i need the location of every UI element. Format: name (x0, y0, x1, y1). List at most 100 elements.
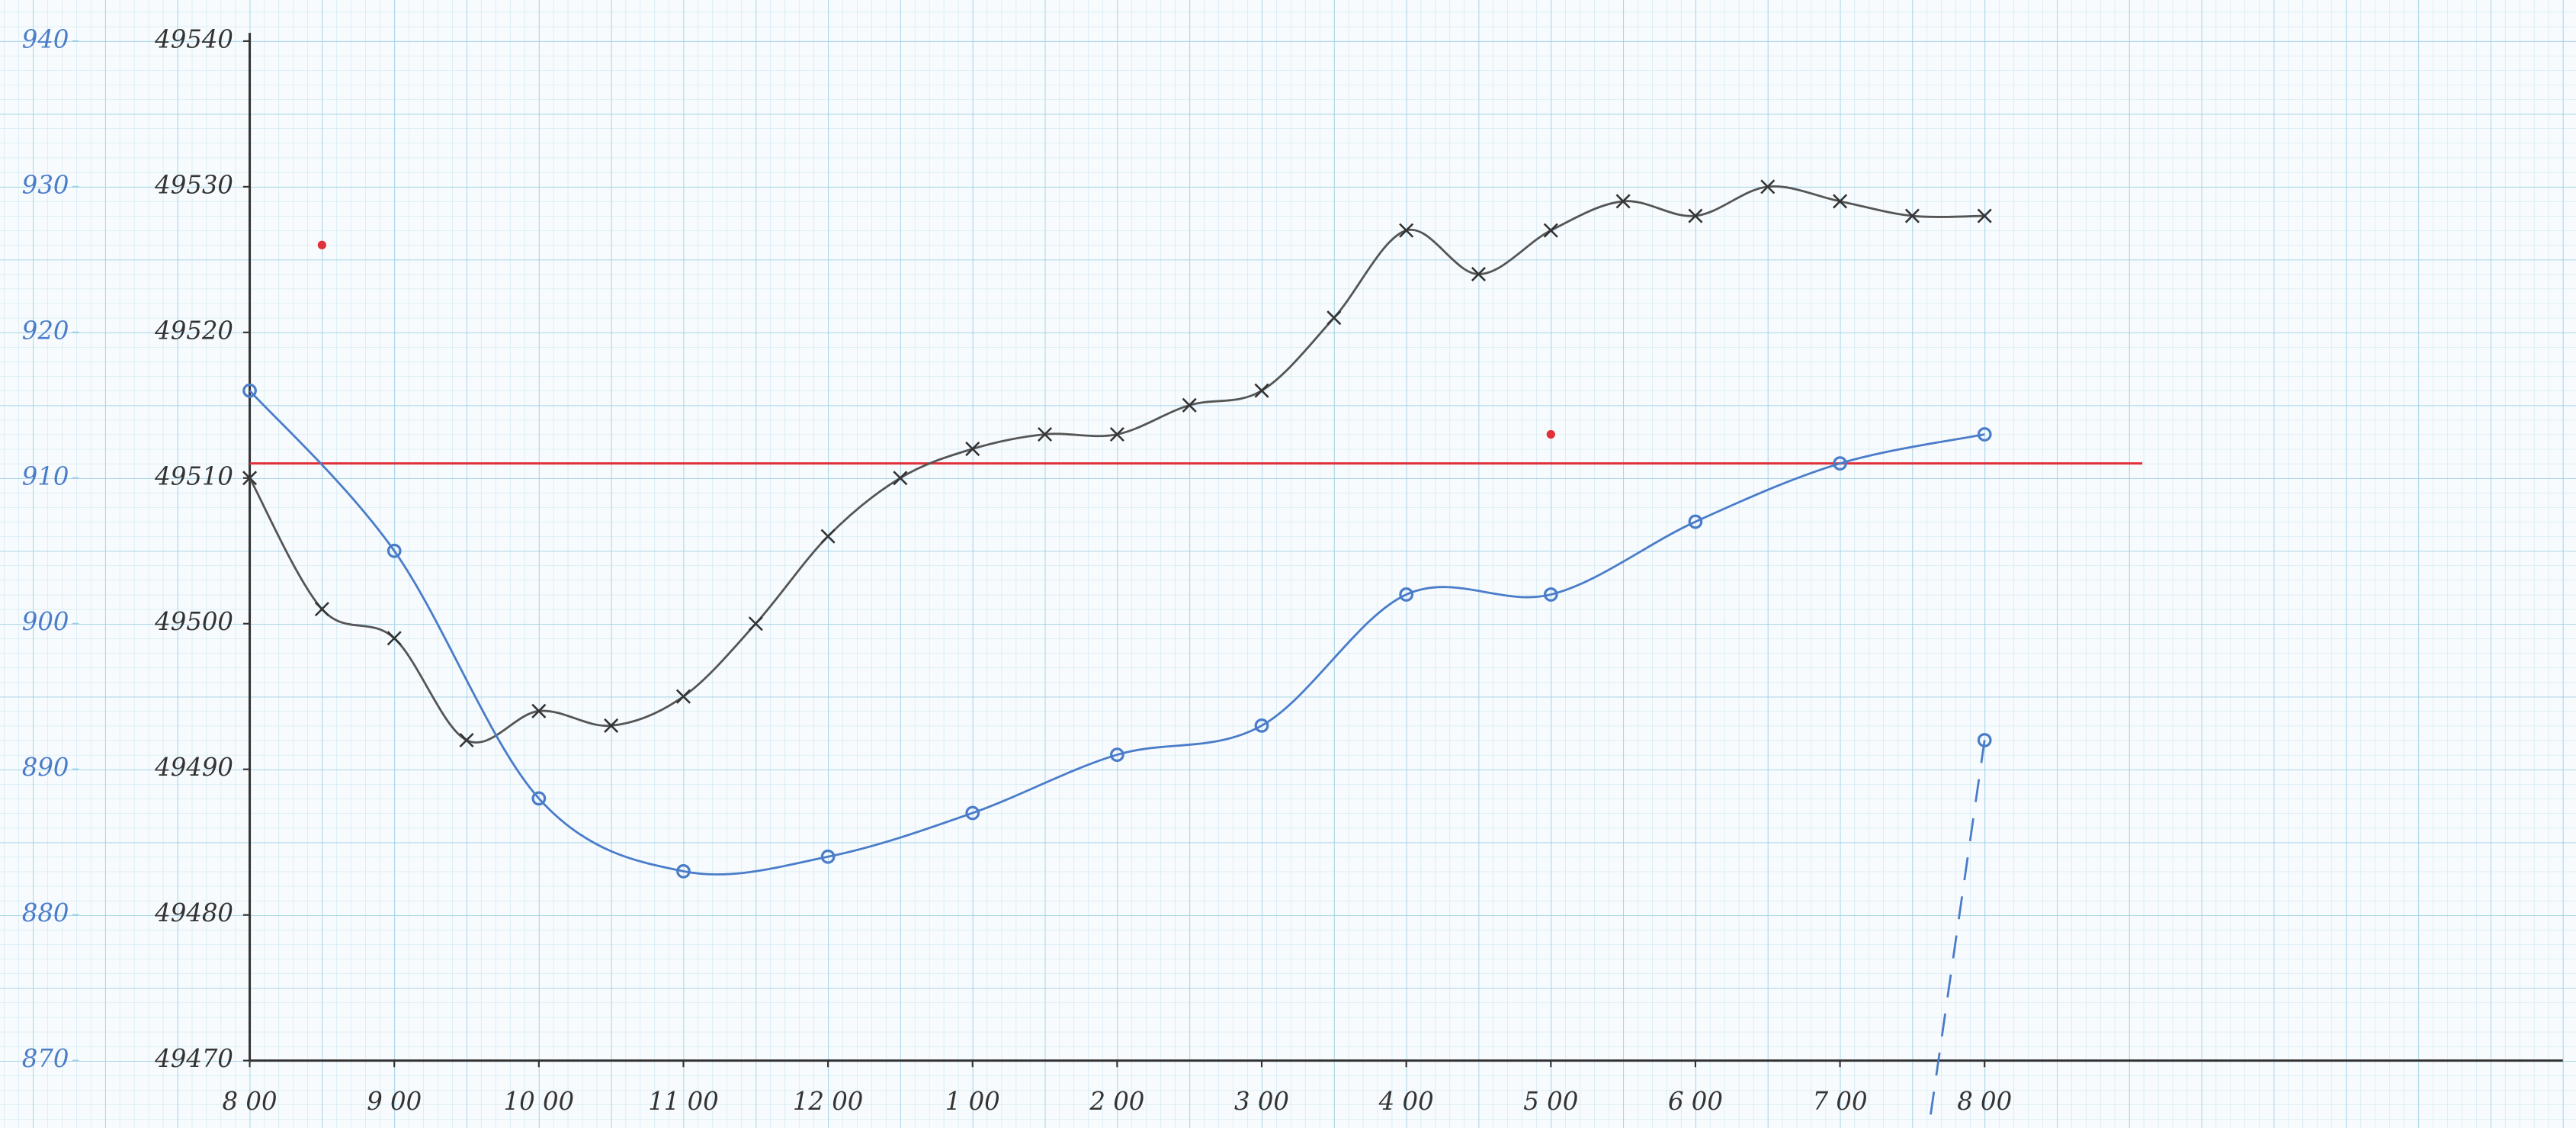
y2-tick-label: 890 (22, 753, 69, 782)
y-tick-label: 49540 (154, 24, 233, 53)
x-tick-label: 3 00 (1234, 1087, 1289, 1116)
x-tick-label: 12 00 (793, 1087, 864, 1116)
x-marker (1977, 208, 1992, 223)
x-tick-label: 8 00 (223, 1087, 277, 1116)
x-tick-label: 4 00 (1378, 1087, 1434, 1116)
x-tick-label: 8 00 (1957, 1087, 2012, 1116)
x-marker (1182, 397, 1197, 413)
x-marker-stroke (965, 442, 980, 457)
y-tick-label: 49480 (154, 898, 233, 927)
x-marker-stroke (1688, 208, 1703, 223)
x-marker (820, 529, 836, 544)
x-marker-stroke (1326, 310, 1342, 326)
y2-tick-label: 900 (22, 607, 69, 636)
x-marker (1109, 426, 1124, 442)
x-tick-label: 2 00 (1089, 1087, 1144, 1116)
x-marker (1326, 310, 1342, 326)
x-marker-stroke (604, 718, 619, 733)
circle-marker (1977, 427, 1992, 442)
x-marker-stroke (1615, 194, 1631, 209)
x-marker-stroke (1182, 397, 1197, 413)
y-tick-label: 49500 (154, 607, 233, 636)
x-marker-stroke (1109, 426, 1124, 442)
series-line (249, 390, 1985, 876)
x-marker (1904, 208, 1920, 223)
x-marker (1615, 194, 1631, 209)
x-marker (1543, 223, 1558, 238)
x-marker (965, 442, 980, 457)
x-marker (1688, 208, 1703, 223)
x-marker-stroke (1254, 383, 1269, 398)
x-marker (387, 631, 402, 646)
circle-marker (1833, 456, 1847, 471)
x-marker (893, 471, 908, 486)
x-marker (1471, 266, 1487, 281)
x-marker-stroke (387, 631, 402, 646)
dot-marker (317, 240, 326, 249)
circle-marker (1977, 733, 1992, 747)
circle-marker (387, 543, 402, 558)
x-marker-stroke (1543, 223, 1558, 238)
y-tick-label: 49470 (154, 1044, 233, 1073)
circle-marker (820, 849, 836, 864)
y2-tick-label: 940 (22, 24, 69, 53)
x-tick-label: 1 00 (945, 1087, 1000, 1116)
x-marker-stroke (242, 471, 258, 486)
x-marker (1760, 179, 1776, 194)
circle-marker (1688, 514, 1703, 529)
circle-marker (676, 863, 691, 879)
x-marker (1833, 194, 1848, 209)
circle-marker (1399, 587, 1414, 602)
x-marker (1399, 223, 1414, 238)
circle-marker (1543, 587, 1558, 602)
x-marker (604, 718, 619, 733)
x-marker-stroke (675, 689, 691, 704)
y2-tick-label: 870 (22, 1044, 69, 1073)
x-marker-stroke (1038, 426, 1053, 442)
dashed-stem (1927, 740, 1986, 1128)
x-marker (314, 602, 329, 617)
x-marker-stroke (1399, 223, 1414, 238)
y-tick-label: 49530 (154, 170, 233, 199)
x-tick-label: 5 00 (1523, 1087, 1578, 1116)
series-line (249, 185, 1985, 744)
x-marker-stroke (314, 602, 329, 617)
x-marker-stroke (1833, 194, 1848, 209)
y-tick-label: 49490 (154, 753, 233, 782)
x-marker (459, 732, 474, 748)
x-marker-stroke (1471, 266, 1487, 281)
x-marker-stroke (820, 529, 836, 544)
x-marker (242, 471, 258, 486)
x-marker-stroke (1904, 208, 1920, 223)
x-tick-label: 6 00 (1668, 1087, 1723, 1116)
circle-marker (242, 383, 257, 398)
x-marker-stroke (893, 471, 908, 486)
x-marker (1254, 383, 1269, 398)
x-tick-label: 7 00 (1813, 1087, 1868, 1116)
y-tick-label: 49520 (154, 316, 233, 345)
y2-tick-label: 920 (22, 316, 69, 345)
x-marker-stroke (1760, 179, 1776, 194)
x-marker-stroke (459, 732, 474, 748)
x-marker (748, 616, 763, 631)
circle-marker (965, 805, 980, 821)
y2-tick-label: 880 (22, 898, 69, 927)
x-marker (675, 689, 691, 704)
circle-marker (1110, 747, 1124, 762)
x-tick-label: 10 00 (504, 1087, 575, 1116)
x-marker (1038, 426, 1053, 442)
x-marker-stroke (531, 703, 547, 718)
y2-tick-label: 910 (22, 461, 69, 490)
y-tick-label: 49510 (154, 461, 233, 490)
x-tick-label: 9 00 (367, 1087, 422, 1116)
circle-marker (531, 791, 547, 806)
x-marker-stroke (748, 616, 763, 631)
y2-tick-label: 930 (22, 170, 69, 199)
x-marker-stroke (1977, 208, 1992, 223)
x-tick-label: 11 00 (648, 1087, 719, 1116)
circle-marker (1254, 718, 1269, 733)
dot-marker (1546, 429, 1555, 439)
x-marker (531, 703, 547, 718)
